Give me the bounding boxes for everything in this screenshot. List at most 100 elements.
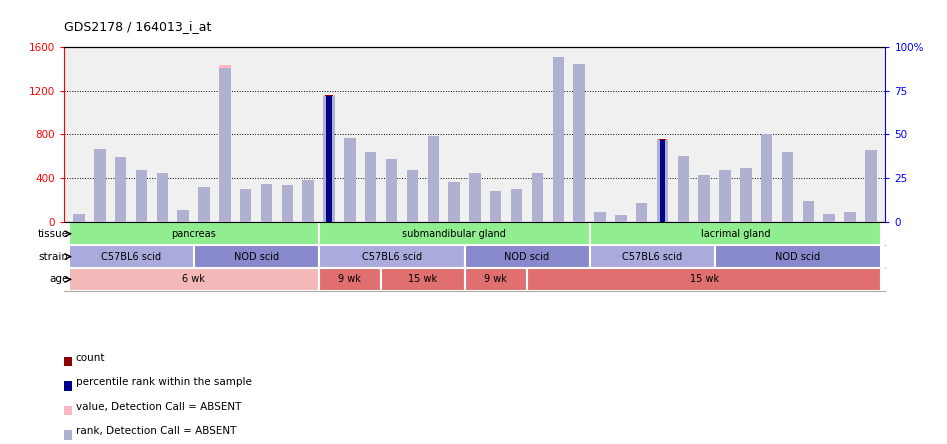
Bar [406,170,419,222]
Text: pancreas: pancreas [171,229,216,239]
Bar [73,214,84,222]
Bar [135,170,147,222]
Bar [824,214,835,222]
Text: age: age [49,274,68,285]
Text: C57BL6 scid: C57BL6 scid [101,252,161,262]
Bar [720,170,731,222]
Bar [741,168,752,222]
Bar [365,152,377,222]
Bar [135,170,147,222]
Bar [490,190,502,222]
Bar [845,212,856,222]
Text: 9 wk: 9 wk [484,274,508,285]
Bar [260,185,273,222]
Bar [68,245,193,268]
Bar [660,140,665,222]
Bar [448,183,460,222]
Bar [323,96,335,222]
Bar [281,186,294,222]
Bar [761,135,773,222]
Bar [782,152,794,222]
Bar [115,158,126,222]
Bar [198,189,209,222]
Bar [699,175,710,222]
Bar [73,219,84,222]
Bar [323,95,335,222]
Bar [240,189,251,222]
Bar [326,95,332,222]
Bar [302,180,314,222]
Bar [469,173,481,222]
Bar [427,137,439,222]
Bar [219,65,230,222]
Bar [677,155,689,222]
Text: 15 wk: 15 wk [408,274,438,285]
Bar [527,268,882,291]
Bar [552,56,564,222]
Bar [510,189,523,222]
Bar [594,214,606,222]
Bar [531,173,544,222]
Bar [555,56,562,222]
Bar [68,222,318,245]
Bar [318,245,464,268]
Bar [281,186,294,222]
Bar [845,212,856,222]
Text: NOD scid: NOD scid [505,252,549,262]
Text: C57BL6 scid: C57BL6 scid [622,252,682,262]
Bar [464,268,527,291]
Bar [656,139,669,222]
Text: NOD scid: NOD scid [234,252,278,262]
Text: 9 wk: 9 wk [338,274,362,285]
Bar [464,245,590,268]
Bar [344,139,356,222]
Bar [469,174,481,222]
Bar [824,214,835,222]
Bar [490,191,502,222]
Text: value, Detection Call = ABSENT: value, Detection Call = ABSENT [76,401,241,412]
Text: GDS2178 / 164013_i_at: GDS2178 / 164013_i_at [64,20,212,33]
Bar [659,139,666,222]
Bar [615,216,627,222]
Bar [635,203,648,222]
Bar [177,211,188,222]
Bar [344,138,356,222]
Bar [573,67,585,222]
Bar [198,187,209,222]
Bar [761,135,773,222]
Bar [866,152,877,222]
Text: 15 wk: 15 wk [689,274,719,285]
Text: strain: strain [39,252,68,262]
Text: submandibular gland: submandibular gland [402,229,506,239]
Text: C57BL6 scid: C57BL6 scid [362,252,421,262]
Bar [720,170,731,222]
Bar [510,189,523,222]
Bar [94,148,105,222]
Text: tissue: tissue [38,229,68,239]
Bar [177,210,188,222]
Text: NOD scid: NOD scid [776,252,820,262]
Bar [741,169,752,222]
Bar [866,150,877,222]
Bar [327,96,331,222]
Bar [381,268,464,291]
Text: lacrimal gland: lacrimal gland [701,229,770,239]
Bar [94,150,105,222]
Bar [531,174,544,222]
Bar [782,152,794,222]
Text: count: count [76,353,105,363]
Bar [803,202,814,222]
Bar [677,156,689,222]
Bar [365,152,377,222]
Bar [156,173,168,222]
Bar [240,191,251,222]
Bar [219,67,230,222]
Bar [699,175,710,222]
Bar [715,245,882,268]
Bar [573,64,585,222]
Bar [656,140,669,222]
Text: rank, Detection Call = ABSENT: rank, Detection Call = ABSENT [76,426,236,436]
Text: 6 wk: 6 wk [182,274,205,285]
Bar [193,245,318,268]
Bar [427,136,439,222]
